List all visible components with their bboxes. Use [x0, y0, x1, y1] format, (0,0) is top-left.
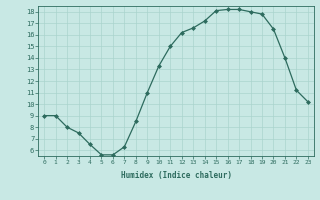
X-axis label: Humidex (Indice chaleur): Humidex (Indice chaleur)	[121, 171, 231, 180]
